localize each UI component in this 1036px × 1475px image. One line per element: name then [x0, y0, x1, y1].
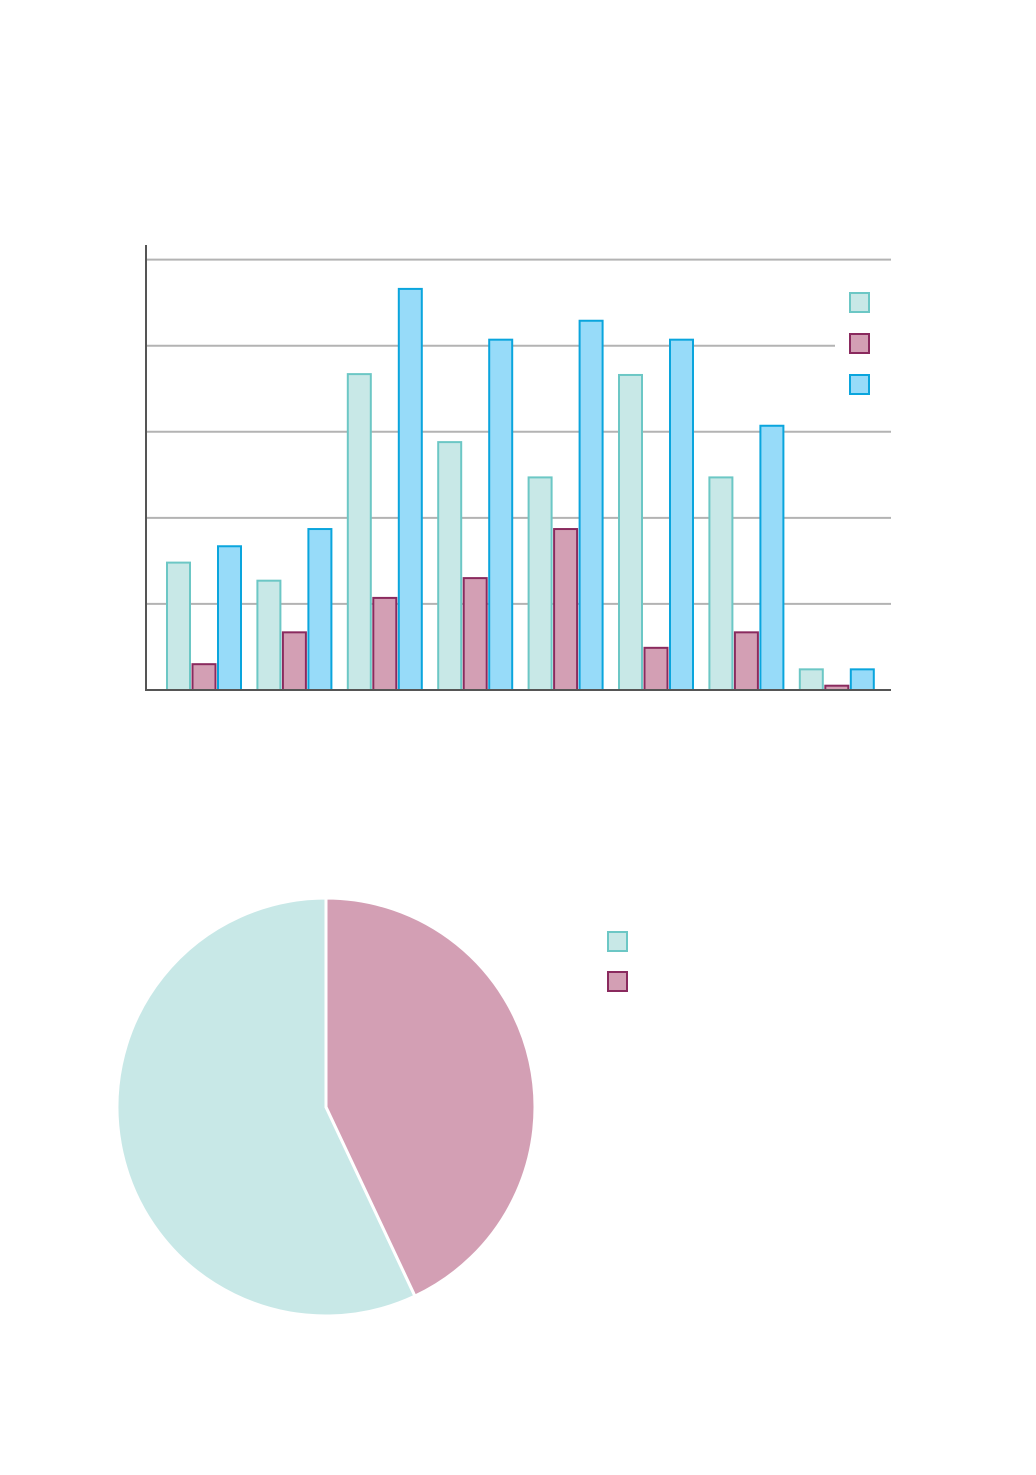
pie-slice [324, 896, 537, 1299]
bar [462, 577, 488, 691]
bar [669, 338, 694, 691]
bar [437, 441, 463, 691]
legend-swatch [607, 931, 628, 952]
bar [527, 476, 553, 691]
bar [733, 631, 759, 691]
bar [256, 579, 282, 691]
bar [397, 287, 423, 691]
bar [217, 545, 242, 692]
bar [553, 528, 579, 691]
bar [798, 668, 824, 691]
bar [618, 373, 643, 691]
bar [191, 663, 217, 692]
bar [849, 668, 875, 691]
legend-swatch [849, 292, 870, 313]
legend-swatch [849, 374, 870, 395]
bar [759, 424, 785, 691]
bar [166, 561, 191, 691]
bar [643, 646, 669, 691]
bar [346, 373, 372, 691]
legend-swatch [849, 333, 870, 354]
pie-slice [115, 896, 417, 1318]
bar [708, 476, 734, 691]
bar [578, 319, 604, 691]
legend-swatch [607, 971, 628, 992]
bar [372, 596, 398, 692]
bar [488, 338, 514, 691]
bar [281, 631, 307, 691]
bar [307, 528, 333, 691]
